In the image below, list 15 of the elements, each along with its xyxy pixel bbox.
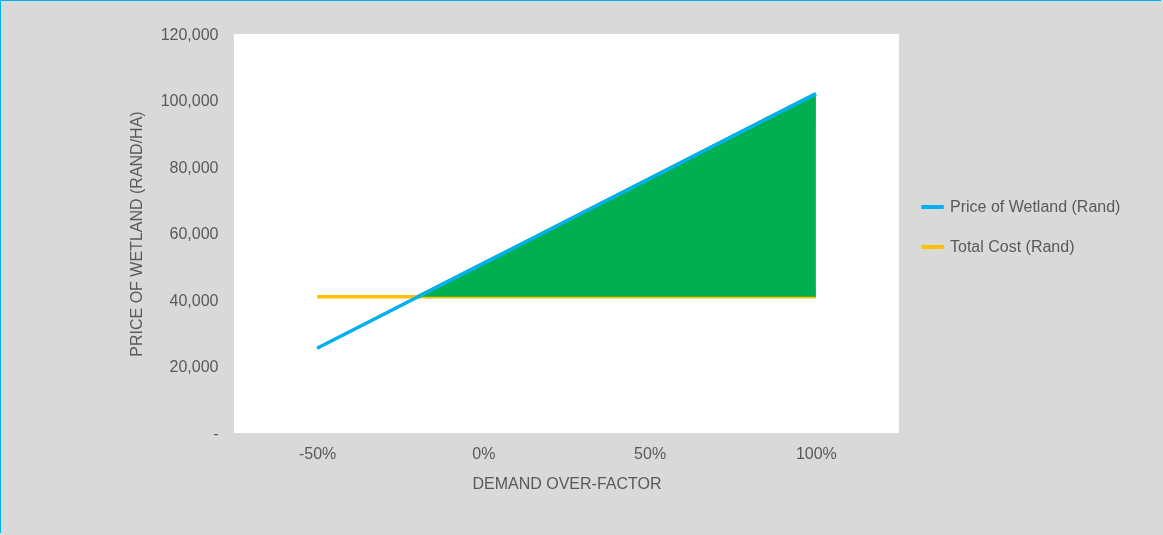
y-tick-label: 40,000 — [169, 291, 219, 309]
y-tick-label: - — [213, 424, 219, 442]
y-axis-title: PRICE OF WETLAND (RAND/HA) — [127, 111, 145, 357]
y-tick-label: 100,000 — [160, 92, 219, 109]
x-axis-title: DEMAND OVER-FACTOR — [472, 474, 662, 492]
y-tick-label: 120,000 — [160, 25, 219, 43]
legend-label: Total Cost (Rand) — [950, 238, 1075, 255]
legend-label: Price of Wetland (Rand) — [950, 198, 1121, 215]
x-tick-label: -50% — [298, 444, 337, 462]
y-tick-label: 20,000 — [169, 358, 219, 375]
x-tick-label: 100% — [795, 444, 837, 462]
x-tick-label: 0% — [472, 444, 496, 462]
y-tick-label: 80,000 — [169, 158, 219, 176]
x-tick-label: 50% — [634, 444, 667, 462]
y-tick-label: 60,000 — [169, 225, 219, 242]
